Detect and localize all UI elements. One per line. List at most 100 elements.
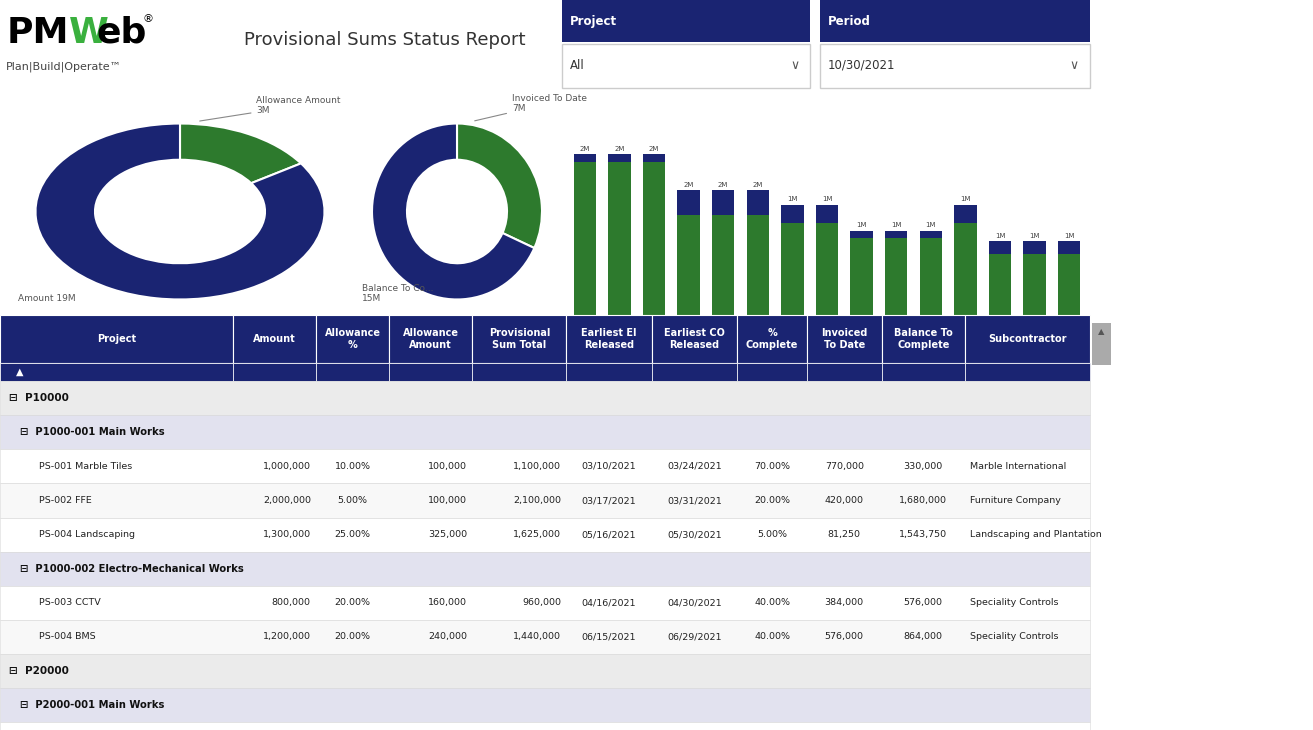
- Text: ⊟  P2000-001 Main Works: ⊟ P2000-001 Main Works: [20, 699, 164, 710]
- Text: 5.00%: 5.00%: [337, 496, 368, 505]
- Text: 2,000,000: 2,000,000: [263, 496, 311, 505]
- Text: PS-003 CCTV: PS-003 CCTV: [28, 598, 101, 607]
- Bar: [0, 653, 1090, 688]
- Bar: [643, 161, 666, 315]
- Bar: [473, 315, 566, 363]
- Text: PS-002 FFE: PS-002 FFE: [28, 496, 92, 505]
- Text: 70.00%: 70.00%: [754, 462, 790, 471]
- Text: 1M: 1M: [926, 223, 936, 228]
- Bar: [574, 154, 596, 161]
- Text: 160,000: 160,000: [428, 598, 467, 607]
- Text: ⊟  P10000: ⊟ P10000: [9, 393, 68, 404]
- Bar: [0, 620, 1090, 653]
- Wedge shape: [35, 123, 324, 299]
- Bar: [651, 315, 738, 363]
- Text: Earliest CO
Released: Earliest CO Released: [664, 328, 725, 350]
- Bar: [0, 552, 1090, 585]
- Text: 240,000: 240,000: [428, 632, 467, 641]
- Bar: [608, 161, 630, 315]
- Bar: [0, 315, 232, 363]
- Text: 576,000: 576,000: [903, 598, 943, 607]
- Text: 330,000: 330,000: [903, 462, 943, 471]
- Text: 1,000,000: 1,000,000: [263, 462, 311, 471]
- Text: Professional Sums and Allowance: Professional Sums and Allowance: [72, 93, 282, 103]
- Text: 1M: 1M: [892, 223, 902, 228]
- Bar: [608, 154, 630, 161]
- Bar: [1023, 242, 1046, 253]
- Text: 576,000: 576,000: [825, 632, 864, 641]
- Bar: [562, 44, 810, 88]
- Bar: [1058, 253, 1081, 315]
- Text: 2M: 2M: [718, 182, 729, 188]
- Text: 325,000: 325,000: [428, 530, 467, 539]
- Bar: [815, 223, 838, 315]
- Text: 06/15/2021: 06/15/2021: [582, 632, 637, 641]
- Bar: [885, 231, 907, 238]
- Bar: [574, 161, 596, 315]
- Bar: [651, 363, 738, 381]
- Text: Landscaping and Plantation: Landscaping and Plantation: [970, 530, 1102, 539]
- Bar: [738, 315, 806, 363]
- Text: 384,000: 384,000: [825, 598, 864, 607]
- Bar: [316, 315, 389, 363]
- Text: Allowance Amount
3M: Allowance Amount 3M: [200, 96, 341, 121]
- Text: Furniture Company: Furniture Company: [970, 496, 1061, 505]
- Wedge shape: [372, 123, 534, 299]
- Bar: [712, 191, 734, 215]
- Text: 1M: 1M: [995, 233, 1006, 239]
- Text: 1,625,000: 1,625,000: [513, 530, 561, 539]
- Wedge shape: [180, 123, 301, 183]
- Bar: [0, 722, 1090, 730]
- Text: ∨: ∨: [1069, 58, 1078, 72]
- Bar: [0, 381, 1090, 415]
- Bar: [965, 363, 1090, 381]
- Bar: [806, 315, 881, 363]
- Text: 2M: 2M: [614, 146, 625, 152]
- Bar: [1092, 323, 1111, 365]
- Text: 2M: 2M: [683, 182, 693, 188]
- Bar: [232, 315, 316, 363]
- Text: 2M: 2M: [649, 146, 659, 152]
- Bar: [389, 315, 473, 363]
- Bar: [712, 215, 734, 315]
- Text: ®: ®: [143, 14, 154, 24]
- Text: 2M: 2M: [752, 182, 763, 188]
- Text: 03/31/2021: 03/31/2021: [667, 496, 722, 505]
- Bar: [885, 238, 907, 315]
- Text: 1M: 1M: [788, 196, 797, 202]
- Text: 100,000: 100,000: [428, 496, 467, 505]
- Text: 1,680,000: 1,680,000: [899, 496, 947, 505]
- Bar: [747, 215, 769, 315]
- Bar: [821, 44, 1090, 88]
- Text: Marble International: Marble International: [970, 462, 1066, 471]
- Text: 1M: 1M: [822, 196, 832, 202]
- Text: 40.00%: 40.00%: [754, 598, 790, 607]
- Text: All: All: [570, 58, 584, 72]
- Text: %
Complete: % Complete: [746, 328, 798, 350]
- Text: 1M: 1M: [856, 223, 867, 228]
- Bar: [678, 215, 700, 315]
- Text: Allowance
Amount: Allowance Amount: [403, 328, 458, 350]
- Bar: [965, 315, 1090, 363]
- Text: 100,000: 100,000: [428, 462, 467, 471]
- Text: 1M: 1M: [1029, 233, 1040, 239]
- Bar: [919, 238, 941, 315]
- Text: 20.00%: 20.00%: [335, 632, 370, 641]
- Text: 800,000: 800,000: [272, 598, 311, 607]
- Text: Project: Project: [570, 15, 617, 28]
- Text: Provisional Sums Status Report: Provisional Sums Status Report: [244, 31, 525, 49]
- Text: Provisional
Sum Total: Provisional Sum Total: [488, 328, 550, 350]
- Bar: [815, 204, 838, 223]
- Text: W: W: [70, 16, 109, 50]
- Bar: [0, 518, 1090, 552]
- Bar: [0, 363, 232, 381]
- Bar: [0, 450, 1090, 483]
- Text: 20.00%: 20.00%: [335, 598, 370, 607]
- Bar: [473, 363, 566, 381]
- Bar: [232, 363, 316, 381]
- Text: 1M: 1M: [960, 196, 970, 202]
- Text: ⊟  P1000-002 Electro-Mechanical Works: ⊟ P1000-002 Electro-Mechanical Works: [20, 564, 243, 574]
- Text: ∨: ∨: [790, 58, 800, 72]
- Text: 04/30/2021: 04/30/2021: [667, 598, 722, 607]
- Text: 2,100,000: 2,100,000: [513, 496, 561, 505]
